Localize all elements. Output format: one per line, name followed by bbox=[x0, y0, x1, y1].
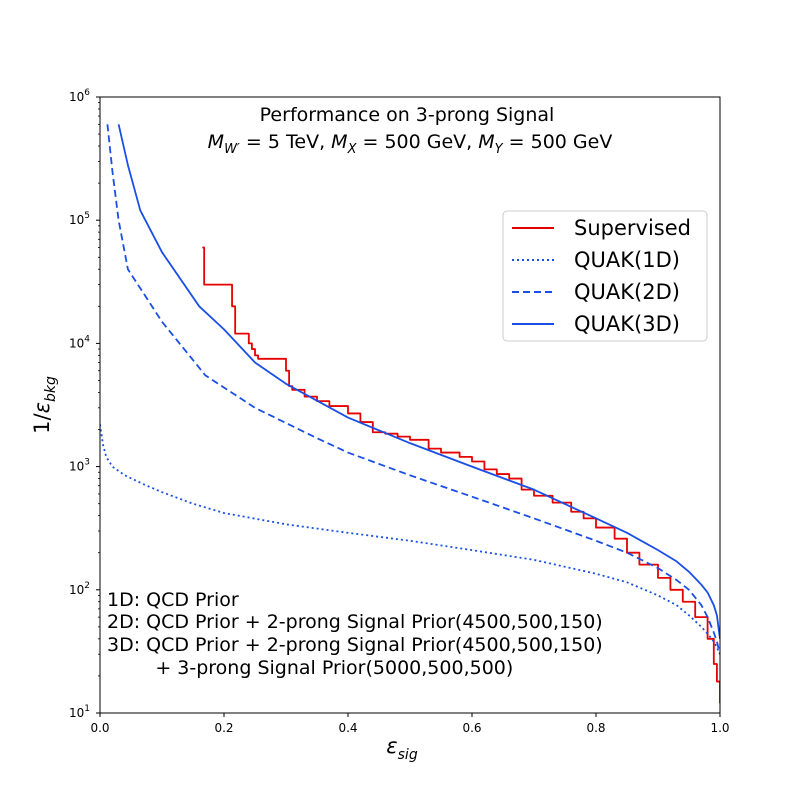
y-tick-label: 103 bbox=[69, 458, 90, 474]
subtitle-mx-value: = 500 GeV, bbox=[356, 131, 478, 153]
tick-layer: 0.0 0.2 0.4 0.6 0.8 1.0 101 102 103 104 105 106 bbox=[69, 88, 730, 735]
x-axis-label: εsig bbox=[386, 734, 418, 763]
subtitle-mw-sub: W′ bbox=[224, 142, 240, 157]
series-layer bbox=[100, 124, 720, 704]
legend: Supervised QUAK(1D) QUAK(2D) QUAK(3D) bbox=[502, 210, 708, 342]
y-tick-label: 104 bbox=[69, 334, 90, 350]
x-tick-label: 0.6 bbox=[462, 721, 481, 735]
x-axis-label-base: ε bbox=[386, 734, 397, 758]
legend-label: QUAK(3D) bbox=[574, 312, 680, 336]
y-tick-label: 101 bbox=[69, 704, 90, 720]
y-tick-label: 102 bbox=[69, 581, 90, 597]
subtitle-mw-value: = 5 TeV, bbox=[240, 131, 331, 153]
x-axis-label-sub: sig bbox=[398, 747, 418, 763]
legend-label: QUAK(2D) bbox=[574, 280, 680, 304]
x-tick-label: 1.0 bbox=[710, 721, 729, 735]
annotation-line-4: + 3-prong Signal Prior(5000,500,500) bbox=[107, 657, 513, 679]
subtitle-mx-sub: X bbox=[347, 142, 358, 157]
y-axis-label: 1/εbkg bbox=[30, 376, 59, 434]
x-tick-label: 0.8 bbox=[586, 721, 605, 735]
axes-frame bbox=[99, 96, 721, 714]
annotation-line-2: 2D: QCD Prior + 2-prong Signal Prior(450… bbox=[107, 611, 603, 633]
series-line-quak-1d bbox=[100, 424, 720, 655]
annotation-line-3: 3D: QCD Prior + 2-prong Signal Prior(450… bbox=[107, 634, 603, 656]
y-tick-label: 105 bbox=[69, 211, 90, 227]
x-tick-label: 0.2 bbox=[214, 721, 233, 735]
subtitle-mw-base: M bbox=[208, 131, 224, 153]
annotation-line-1: 1D: QCD Prior bbox=[107, 589, 239, 611]
legend-label: Supervised bbox=[574, 216, 691, 240]
y-tick-label: 106 bbox=[69, 88, 90, 104]
y-axis-label-base: ε bbox=[30, 402, 54, 413]
y-axis-label-sub: bkg bbox=[43, 376, 59, 402]
y-axis-label-prefix: 1/ bbox=[30, 412, 54, 433]
series-line-supervised bbox=[202, 246, 720, 704]
chart-title: Performance on 3-prong Signal bbox=[260, 104, 555, 126]
subtitle-my-value: = 500 GeV bbox=[503, 131, 613, 153]
series-line-quak-2d bbox=[106, 124, 720, 655]
subtitle-my-sub: Y bbox=[495, 142, 504, 157]
annotation-block: 1D: QCD Prior 2D: QCD Prior + 2-prong Si… bbox=[107, 589, 603, 679]
x-tick-label: 0.0 bbox=[90, 721, 109, 735]
x-tick-label: 0.4 bbox=[338, 721, 357, 735]
chart-subtitle: MW′ = 5 TeV, MX = 500 GeV, MY = 500 GeV bbox=[208, 131, 613, 157]
subtitle-mx-base: M bbox=[331, 131, 347, 153]
series-line-quak-3d bbox=[117, 124, 720, 639]
legend-box bbox=[502, 210, 708, 342]
subtitle-my-base: M bbox=[478, 131, 494, 153]
legend-label: QUAK(1D) bbox=[574, 248, 680, 272]
